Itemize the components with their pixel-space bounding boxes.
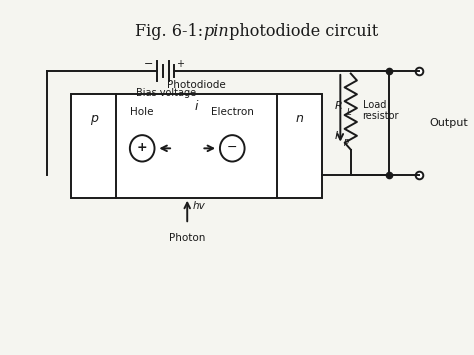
Text: Photon: Photon (169, 233, 205, 243)
Text: −: − (227, 141, 237, 154)
Text: I: I (335, 131, 338, 141)
Text: p: p (343, 137, 348, 146)
Text: +: + (137, 141, 147, 154)
Bar (71, 94, 322, 198)
Text: Output: Output (429, 118, 468, 128)
Circle shape (220, 135, 245, 162)
Text: p: p (90, 111, 98, 125)
Text: hv: hv (193, 202, 206, 212)
Text: +: + (176, 59, 184, 69)
Text: Photodiode: Photodiode (167, 80, 226, 90)
Text: photodiode circuit: photodiode circuit (224, 23, 378, 40)
Text: Bias voltage: Bias voltage (136, 88, 196, 98)
Text: n: n (296, 111, 304, 125)
Text: Hole: Hole (130, 107, 154, 117)
Text: −: − (144, 59, 153, 69)
Text: L: L (347, 108, 352, 118)
Text: Electron: Electron (211, 107, 254, 117)
Text: pin: pin (203, 23, 228, 40)
Circle shape (130, 135, 155, 162)
Text: i: i (195, 100, 199, 113)
Text: Load
resistor: Load resistor (363, 99, 399, 121)
Text: R: R (335, 101, 342, 111)
Text: Fig. 6-1:: Fig. 6-1: (135, 23, 209, 40)
